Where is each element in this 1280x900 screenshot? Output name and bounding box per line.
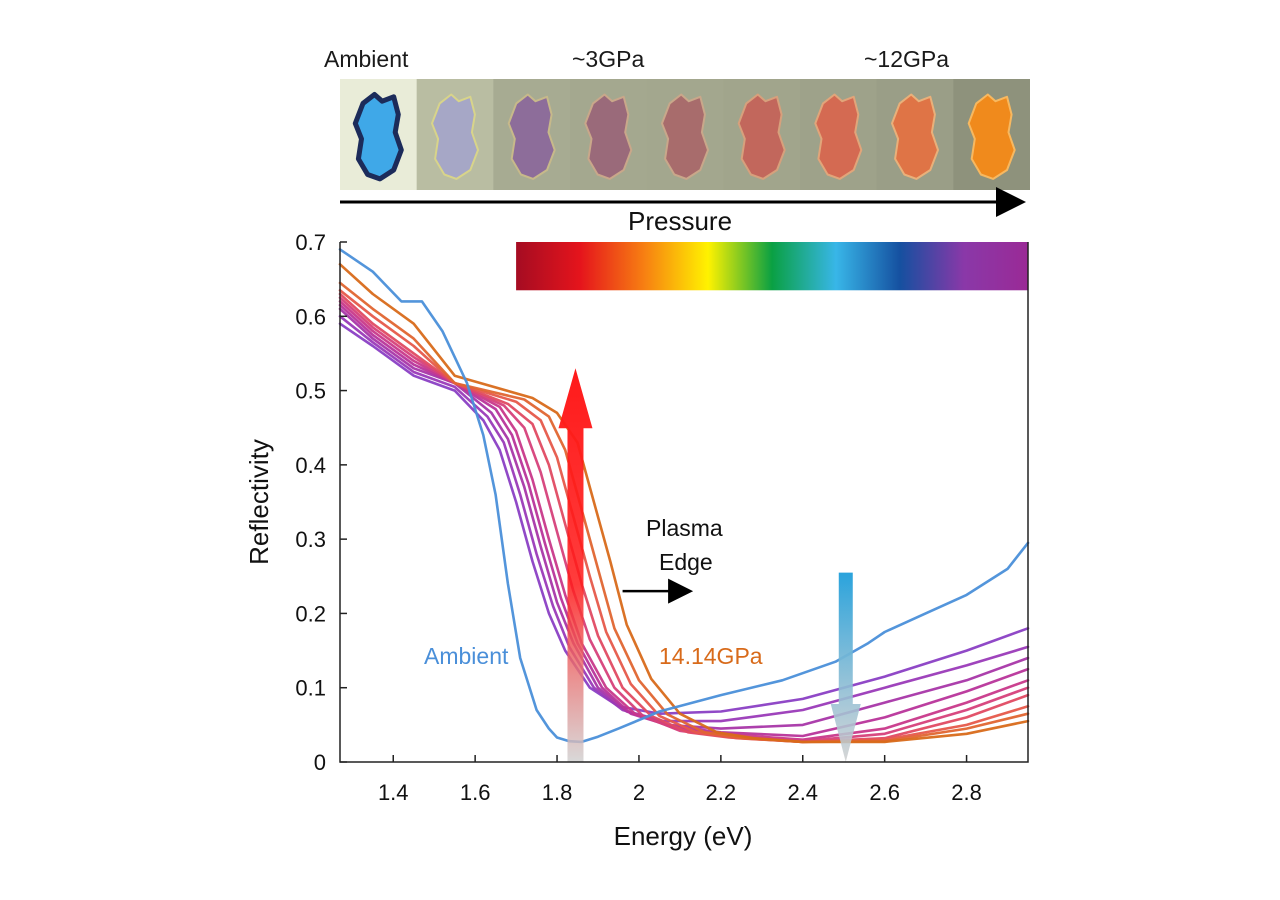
sample-photo: [416, 79, 494, 190]
y-tick-label: 0.2: [295, 601, 326, 626]
x-tick-label: 1.8: [542, 780, 573, 805]
y-tick-label: 0.5: [295, 379, 326, 404]
plot-area: [338, 242, 1030, 762]
photo-label-ambient: Ambient: [324, 46, 409, 72]
x-tick-label: 1.6: [460, 780, 491, 805]
series-line: [338, 315, 1030, 723]
ambient-series-label: Ambient: [424, 643, 509, 669]
sample-photo: [646, 79, 724, 190]
plasma-edge-label-line2: Edge: [659, 549, 713, 575]
y-tick-label: 0: [314, 750, 326, 775]
series-line: [338, 322, 1030, 715]
sample-photo: [723, 79, 801, 190]
sample-photo: [570, 79, 648, 190]
series-line: [338, 281, 1030, 744]
y-tick-label: 0.3: [295, 527, 326, 552]
y-tick-label: 0.4: [295, 453, 326, 478]
y-tick-label: 0.6: [295, 304, 326, 329]
annotations: Ambient 14.14GPa Plasma Edge: [424, 515, 763, 669]
x-axis-label: Energy (eV): [614, 821, 753, 851]
plasma-edge-label-line1: Plasma: [646, 515, 723, 541]
series-line: [338, 263, 1030, 744]
x-tick-label: 2: [633, 780, 645, 805]
sample-photo: [493, 79, 571, 190]
pressure-label: Pressure: [628, 206, 733, 236]
x-tick-label: 2.2: [706, 780, 737, 805]
sample-photo: [953, 79, 1030, 190]
y-axis-label: Reflectivity: [244, 439, 274, 565]
sample-photo: [340, 79, 418, 190]
x-tick-label: 2.4: [787, 780, 818, 805]
sample-photo: [876, 79, 954, 190]
sample-photo-strip: [340, 79, 1030, 190]
sample-photo: [800, 79, 878, 190]
y-tick-label: 0.1: [295, 676, 326, 701]
pressure-series-label: 14.14GPa: [659, 643, 763, 669]
x-tick-label: 2.6: [869, 780, 900, 805]
axis-frame: [339, 242, 1029, 763]
x-tick-label: 2.8: [951, 780, 982, 805]
y-tick-label: 0.7: [295, 230, 326, 255]
x-tick-label: 1.4: [378, 780, 409, 805]
spectrum-colorbar: [516, 242, 1028, 291]
photo-label-12gpa: ~12GPa: [864, 46, 950, 72]
axes: 1.4 1.6 1.8 2 2.2 2.4 2.6 2.8 0 0.1 0.2 0.3 0.4 0.5 0.…: [295, 230, 1029, 805]
decrease-arrow: [830, 572, 861, 762]
photo-label-3gpa: ~3GPa: [572, 46, 645, 72]
increase-arrow: [558, 368, 593, 762]
